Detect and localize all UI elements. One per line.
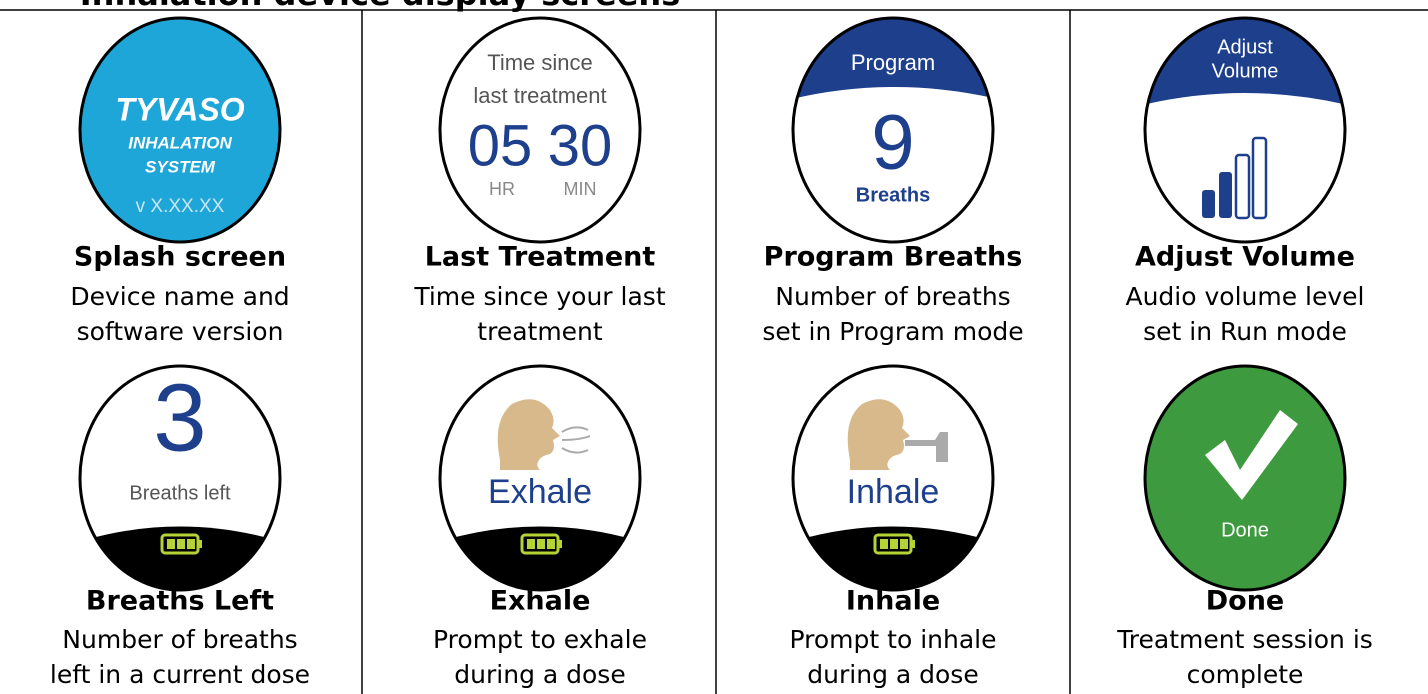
breaths-left-screen: 3 Breaths left [78, 364, 282, 592]
screen-description: left in a current dose [50, 660, 310, 689]
screen-text: Inhale [847, 473, 940, 511]
screen-description: Audio volume level [1125, 282, 1364, 311]
screen-text: SYSTEM [145, 157, 216, 176]
inhale-screen: Inhale [791, 364, 995, 592]
screen-label: Adjust Volume [1135, 242, 1355, 273]
title: Inhalation device display screens [80, 0, 680, 13]
screen-description: Number of breaths [775, 282, 1010, 311]
screen-text: 05 [468, 113, 533, 178]
screen-description: Time since your last [413, 282, 665, 311]
program-screen: Program 9 Breaths [791, 16, 995, 244]
screen-text: Time since [487, 50, 593, 75]
screen-text: Program [851, 50, 935, 75]
screen-label: Last Treatment [425, 242, 656, 273]
done-screen: Done [1143, 364, 1347, 592]
screen-text: TYVASO [115, 91, 244, 127]
screen-description: during a dose [454, 660, 625, 689]
screen-text: MIN [564, 179, 597, 199]
screen-text: Breaths left [129, 482, 231, 504]
screen-text: HR [489, 179, 515, 199]
screen-label: Inhale [846, 586, 940, 617]
screen-description: complete [1187, 660, 1304, 689]
screen-text: last treatment [473, 83, 606, 108]
screen-description: Prompt to inhale [790, 625, 997, 654]
splash-screen: TYVASO INHALATION SYSTEM v X.XX.XX [78, 16, 282, 244]
screen-text: Volume [1212, 60, 1279, 82]
screen-text: 30 [548, 113, 613, 178]
screen-label: Done [1206, 586, 1285, 617]
screen-description: software version [77, 317, 284, 346]
screen-label: Breaths Left [86, 586, 274, 617]
captions: Splash screen Device name and software v… [50, 242, 1373, 690]
screen-description: Prompt to exhale [433, 625, 647, 654]
screen-description: set in Program mode [762, 317, 1023, 346]
last-treatment-screen: Time since last treatment 05 30 HR MIN [438, 16, 642, 244]
screen-text: Done [1221, 519, 1269, 541]
screen-label: Program Breaths [764, 242, 1023, 273]
screen-description: treatment [477, 317, 603, 346]
screen-text: 3 [153, 364, 206, 471]
screen-description: set in Run mode [1143, 317, 1347, 346]
screen-description: Treatment session is [1116, 625, 1373, 654]
screen-text: INHALATION [128, 133, 232, 152]
screen-text: Adjust [1217, 36, 1273, 58]
screen-description: during a dose [807, 660, 978, 689]
screen-text: Exhale [488, 473, 592, 511]
screen-description: Device name and [70, 282, 289, 311]
screen-text: v X.XX.XX [136, 196, 225, 217]
screen-text: 9 [871, 98, 914, 186]
exhale-screen: Exhale [438, 364, 642, 592]
volume-screen: Adjust Volume [1143, 16, 1347, 244]
screen-label: Exhale [490, 586, 591, 617]
screen-text: Breaths [856, 184, 930, 206]
screen-description: Number of breaths [62, 625, 297, 654]
screen-label: Splash screen [74, 242, 286, 273]
